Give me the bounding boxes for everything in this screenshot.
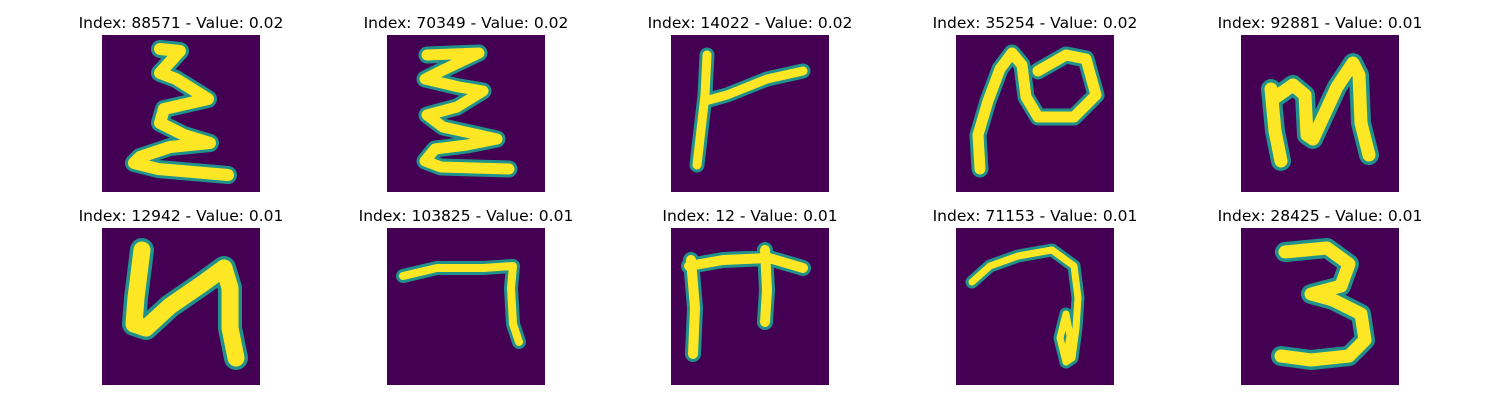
panel-title: Index: 71153 - Value: 0.01 bbox=[932, 207, 1138, 225]
panel-9: Index: 71153 - Value: 0.01 bbox=[933, 207, 1137, 385]
panel-10: Index: 28425 - Value: 0.01 bbox=[1218, 207, 1422, 385]
panel-title: Index: 70349 - Value: 0.02 bbox=[363, 14, 569, 32]
digit-image bbox=[102, 35, 260, 192]
digit-image bbox=[387, 35, 545, 192]
panel-title: Index: 88571 - Value: 0.02 bbox=[78, 14, 284, 32]
panel-title: Index: 35254 - Value: 0.02 bbox=[932, 14, 1138, 32]
panel-1: Index: 88571 - Value: 0.02 bbox=[79, 14, 283, 192]
panel-title: Index: 103825 - Value: 0.01 bbox=[358, 207, 574, 225]
panel-7: Index: 103825 - Value: 0.01 bbox=[359, 207, 573, 385]
digit-image bbox=[956, 228, 1114, 385]
digit-image bbox=[387, 228, 545, 385]
digit-image bbox=[671, 35, 829, 192]
digit-image bbox=[956, 35, 1114, 192]
digit-image bbox=[1241, 35, 1399, 192]
panel-title: Index: 28425 - Value: 0.01 bbox=[1217, 207, 1423, 225]
digit-image bbox=[671, 228, 829, 385]
panel-4: Index: 35254 - Value: 0.02 bbox=[933, 14, 1137, 192]
panel-title: Index: 12 - Value: 0.01 bbox=[662, 207, 838, 225]
digit-image bbox=[1241, 228, 1399, 385]
panel-3: Index: 14022 - Value: 0.02 bbox=[648, 14, 852, 192]
panel-title: Index: 12942 - Value: 0.01 bbox=[78, 207, 284, 225]
panel-2: Index: 70349 - Value: 0.02 bbox=[364, 14, 568, 192]
digit-image bbox=[102, 228, 260, 385]
panel-6: Index: 12942 - Value: 0.01 bbox=[79, 207, 283, 385]
panel-5: Index: 92881 - Value: 0.01 bbox=[1218, 14, 1422, 192]
panel-title: Index: 14022 - Value: 0.02 bbox=[647, 14, 853, 32]
panel-title: Index: 92881 - Value: 0.01 bbox=[1217, 14, 1423, 32]
panel-8: Index: 12 - Value: 0.01 bbox=[662, 207, 838, 385]
